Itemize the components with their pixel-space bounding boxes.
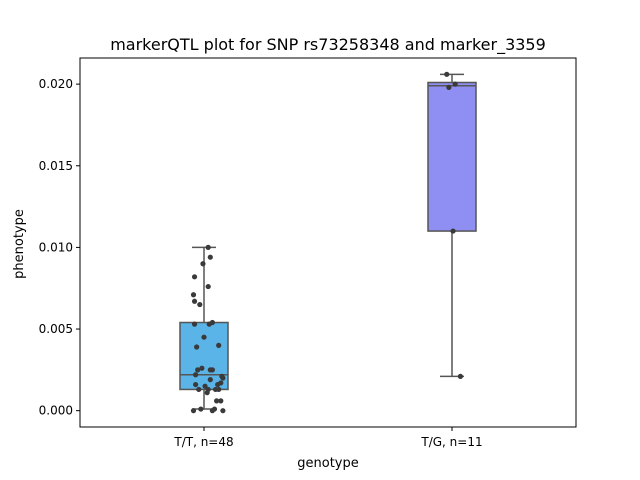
x-tick-label: T/G, n=11: [420, 435, 482, 449]
data-point: [218, 380, 224, 386]
data-point: [191, 298, 198, 304]
data-point: [209, 367, 215, 373]
y-axis-label: phenotype: [12, 209, 27, 279]
data-point: [193, 381, 199, 388]
chart-title: markerQTL plot for SNP rs73258348 and ma…: [110, 35, 546, 55]
data-point: [216, 386, 222, 393]
data-point: [190, 292, 197, 298]
data-point: [214, 398, 220, 404]
data-point: [190, 408, 197, 414]
y-tick-label: 0.000: [39, 404, 73, 418]
box-iqr: [427, 81, 477, 232]
data-point: [207, 254, 213, 260]
data-point: [452, 81, 458, 87]
data-point: [216, 342, 222, 348]
data-point: [444, 71, 450, 77]
data-point: [450, 228, 456, 234]
y-tick-label: 0.010: [39, 240, 73, 254]
data-point: [207, 377, 213, 383]
data-point: [220, 408, 226, 414]
data-point: [446, 84, 452, 90]
data-point: [196, 386, 202, 393]
x-axis-label: genotype: [297, 456, 358, 471]
data-point: [197, 301, 203, 308]
data-point: [191, 274, 198, 280]
plot-frame: [79, 57, 577, 428]
data-point: [205, 386, 211, 393]
plot-area: [179, 71, 477, 414]
data-point: [191, 321, 198, 327]
data-point: [199, 365, 205, 371]
box-iqr: [179, 321, 229, 391]
data-point: [201, 334, 207, 340]
data-point: [205, 283, 211, 290]
data-point: [219, 373, 225, 379]
data-point: [457, 373, 463, 379]
data-point: [194, 344, 200, 350]
data-point: [198, 406, 204, 412]
y-tick-label: 0.020: [39, 77, 73, 91]
data-point: [218, 398, 224, 404]
y-tick-label: 0.015: [39, 159, 73, 173]
data-point: [211, 406, 218, 412]
data-point: [205, 244, 211, 250]
x-tick-label: T/T, n=48: [173, 435, 233, 449]
data-point: [202, 383, 208, 389]
data-point: [209, 319, 215, 326]
data-point: [193, 372, 199, 378]
y-tick-label: 0.005: [39, 322, 73, 336]
data-point: [200, 261, 206, 267]
data-point: [195, 367, 201, 373]
